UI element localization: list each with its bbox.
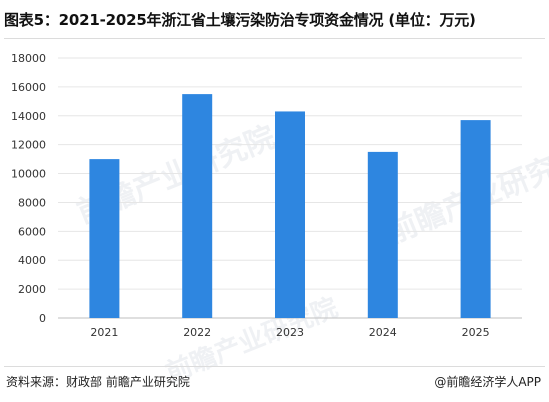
bar-2021 <box>89 159 120 318</box>
y-tick-label: 18000 <box>11 52 46 65</box>
bar-2022 <box>182 94 213 318</box>
y-tick-label: 12000 <box>11 139 46 152</box>
footer-divider <box>4 366 545 367</box>
y-tick-label: 14000 <box>11 110 46 123</box>
bar-2025 <box>460 120 491 318</box>
bar-2023 <box>275 111 305 318</box>
y-tick-label: 4000 <box>18 254 46 267</box>
x-tick-label: 2021 <box>90 326 118 339</box>
y-tick-label: 0 <box>39 312 46 325</box>
y-tick-label: 8000 <box>18 196 46 209</box>
y-tick-label: 10000 <box>11 168 46 181</box>
x-tick-label: 2025 <box>462 326 490 339</box>
title-divider <box>4 38 545 39</box>
source-note: 资料来源：财政部 前瞻产业研究院 <box>6 375 190 389</box>
y-tick-label: 16000 <box>11 81 46 94</box>
x-tick-label: 2024 <box>369 326 397 339</box>
chart-title: 图表5：2021-2025年浙江省土壤污染防治专项资金情况 (单位：万元) <box>4 11 476 29</box>
x-tick-label: 2022 <box>183 326 211 339</box>
bar-2024 <box>367 151 398 318</box>
credit-note: @前瞻经济学人APP <box>434 375 541 389</box>
y-tick-label: 6000 <box>18 225 46 238</box>
x-tick-label: 2023 <box>276 326 304 339</box>
y-tick-label: 2000 <box>18 283 46 296</box>
bar-chart: 0 2000 4000 6000 8000 10000 12000 14000 16000 180… <box>11 52 522 339</box>
